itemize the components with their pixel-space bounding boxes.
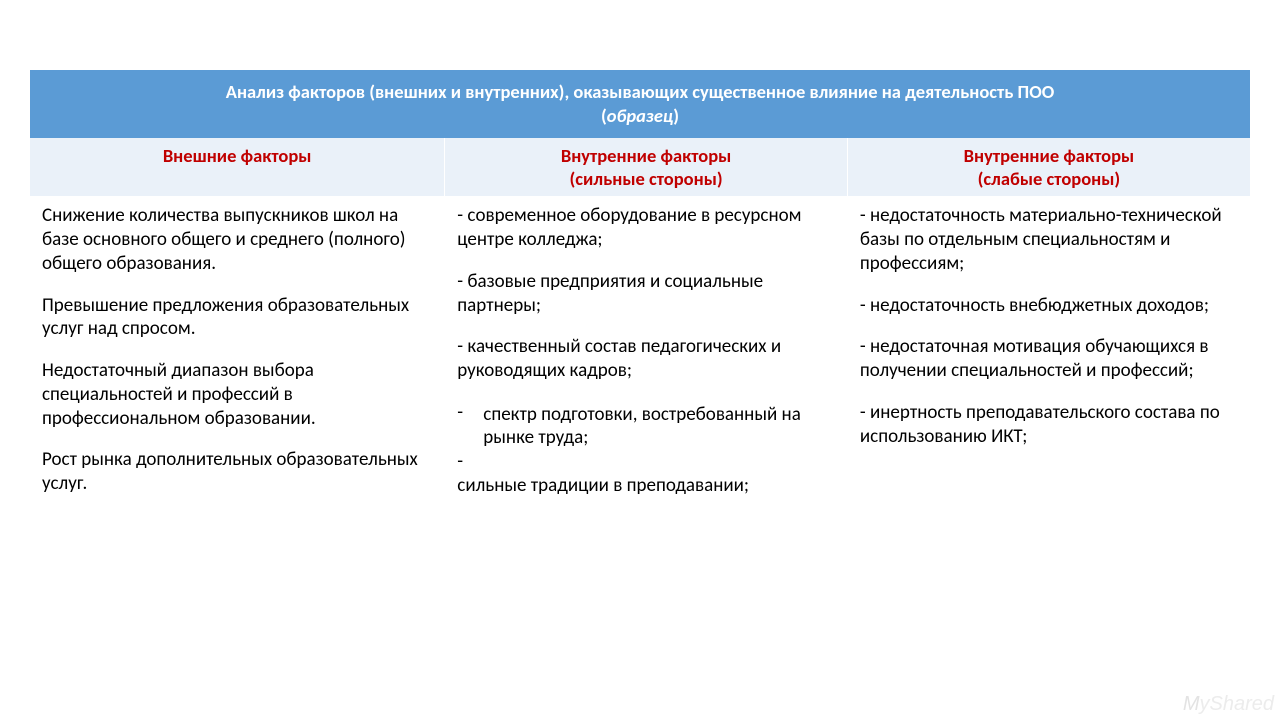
title-italic: образец <box>607 104 673 127</box>
watermark-rest: yShared <box>1200 693 1275 715</box>
table-title: Анализ факторов (внешних и внутренних), … <box>30 70 1250 138</box>
strengths-p5: - сильные традиции в преподавании; <box>457 450 835 498</box>
external-p4: Рост рынка дополнительных образовательны… <box>42 448 432 496</box>
external-p3: Недостаточный диапазон выбора специально… <box>42 359 432 430</box>
external-p2: Превышение предложения образовательных у… <box>42 294 432 342</box>
watermark: MyShared <box>1183 693 1274 716</box>
watermark-m: M <box>1183 693 1200 715</box>
title-line1: Анализ факторов (внешних и внутренних), … <box>226 80 1054 103</box>
cell-external: Снижение количества выпускников школ на … <box>30 196 445 505</box>
external-p1: Снижение количества выпускников школ на … <box>42 204 432 275</box>
cell-weaknesses: - недостаточность материально-техническо… <box>847 196 1250 505</box>
col-header-external: Внешние факторы <box>30 138 445 196</box>
weaknesses-p3: - недостаточная мотивация обучающихся в … <box>860 335 1238 383</box>
analysis-table: Анализ факторов (внешних и внутренних), … <box>30 70 1250 506</box>
strengths-p3: - качественный состав педагогических и р… <box>457 335 835 383</box>
table-row: Снижение количества выпускников школ на … <box>30 196 1250 505</box>
title-paren-close: ) <box>673 104 679 127</box>
strengths-p2: - базовые предприятия и социальные партн… <box>457 270 835 318</box>
weaknesses-p4: - инертность преподавательского состава … <box>860 401 1238 449</box>
col-header-strengths: Внутренние факторы (сильные стороны) <box>445 138 848 196</box>
weaknesses-p1: - недостаточность материально-техническо… <box>860 204 1238 275</box>
cell-strengths: - современное оборудование в ресурсном ц… <box>445 196 848 505</box>
strengths-p1: - современное оборудование в ресурсном ц… <box>457 204 835 252</box>
col-header-weaknesses: Внутренние факторы (слабые стороны) <box>847 138 1250 196</box>
strengths-p4: - спектр подготовки, востребованный на р… <box>457 401 835 450</box>
weaknesses-p2: - недостаточность внебюджетных доходов; <box>860 294 1238 318</box>
